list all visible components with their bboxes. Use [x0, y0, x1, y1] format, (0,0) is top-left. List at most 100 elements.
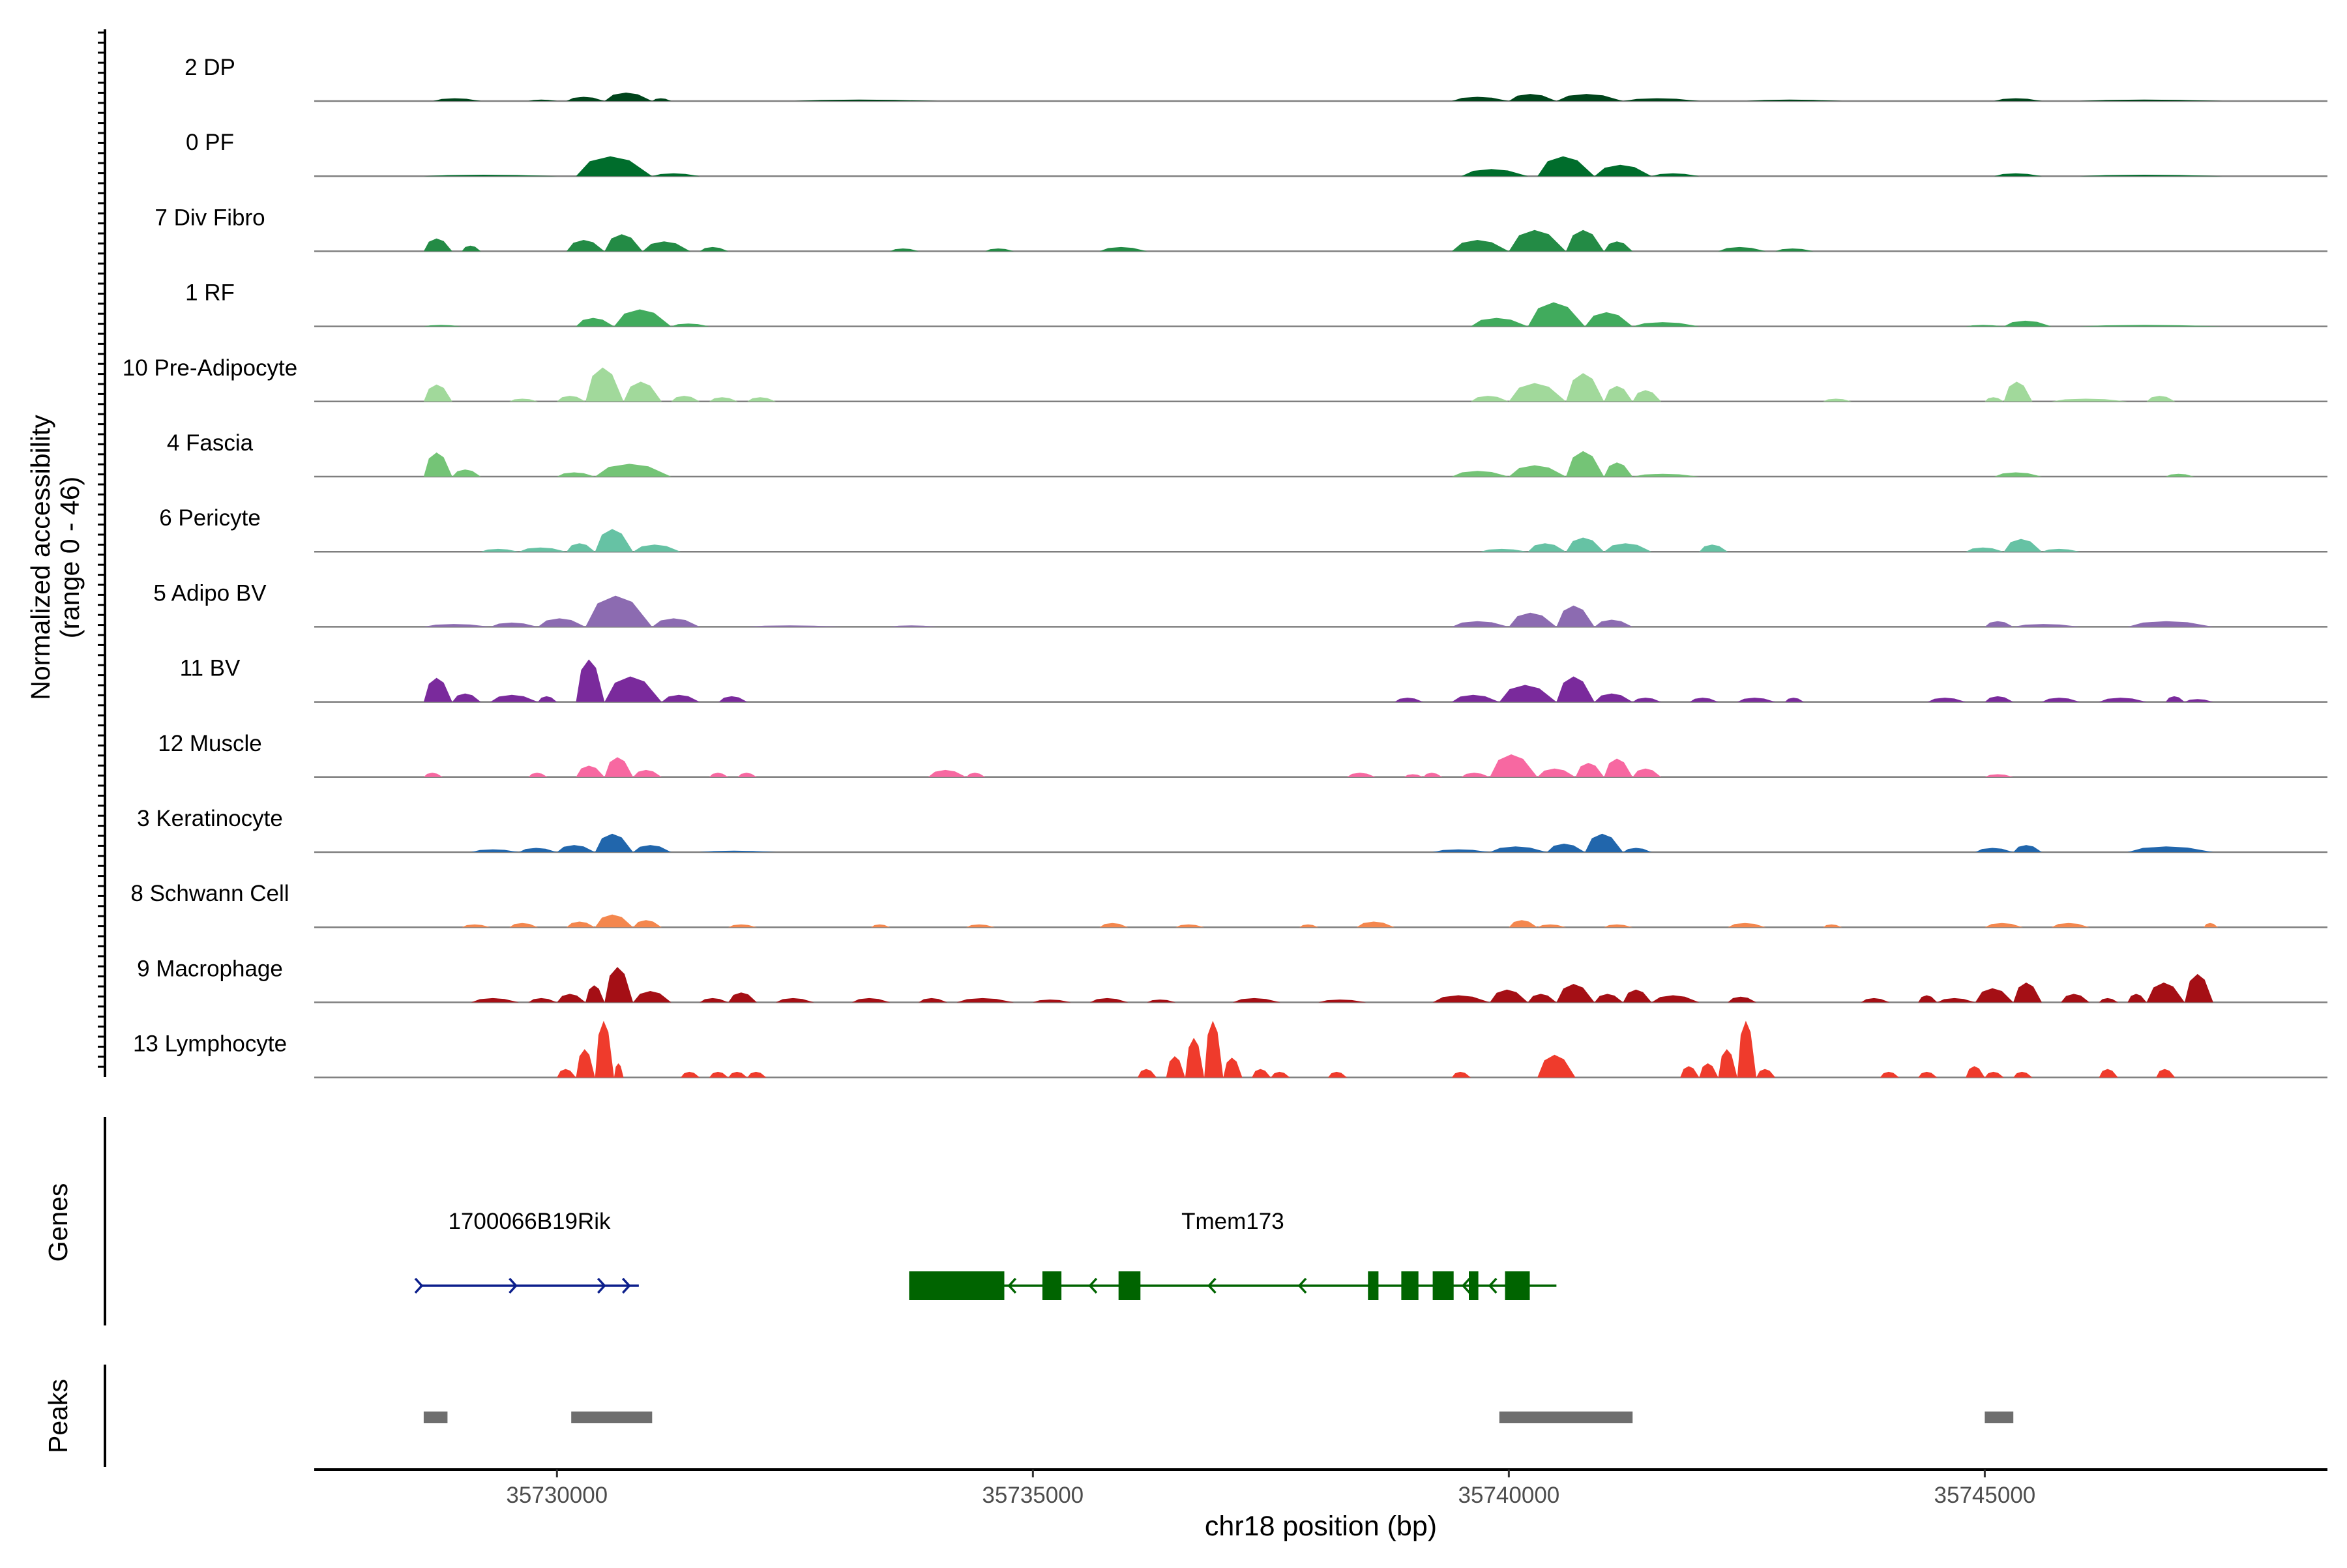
coverage-peak [1509, 920, 1538, 928]
coverage-peak [595, 833, 634, 852]
coverage-peak [2127, 621, 2213, 627]
coverage-peak [1784, 698, 1804, 702]
track-label: 8 Schwann Cell [130, 881, 289, 906]
coverage-peak [471, 849, 519, 852]
coverage-peak [1994, 98, 2042, 101]
strand-arrow-left-icon [1207, 1277, 1217, 1294]
coverage-peak [2099, 998, 2118, 1003]
coverage-peak [576, 1049, 595, 1078]
coverage-peak [1537, 768, 1576, 777]
track-8-schwann-cell: 8 Schwann Cell [130, 881, 2327, 928]
track-label: 12 Muscle [158, 731, 262, 756]
coverage-peak [557, 1069, 576, 1078]
coverage-peak [709, 1071, 729, 1078]
coverage-peak [490, 622, 539, 627]
coverage-peak [1490, 989, 1528, 1003]
coverage-peak [433, 98, 481, 101]
coverage-peak [1432, 849, 1490, 852]
coverage-peak [2003, 539, 2042, 552]
exon-block [1118, 1271, 1141, 1300]
coverage-peak [1528, 994, 1557, 1003]
coverage-peak [671, 396, 700, 402]
coverage-peak [1623, 848, 1652, 852]
coverage-peak [2165, 473, 2194, 477]
peak-region [1499, 1412, 1633, 1423]
gene-tmem173: Tmem173 [909, 1209, 1557, 1300]
coverage-peak [1918, 1071, 1938, 1078]
coverage-peak [652, 98, 672, 101]
peak-region [571, 1412, 653, 1423]
coverage-peak [595, 914, 634, 928]
coverage-peak [1880, 1071, 1899, 1078]
coverage-peak [1918, 995, 1938, 1003]
coverage-peak [1632, 698, 1661, 702]
coverage-peak [747, 1071, 767, 1078]
coverage-peak [2099, 698, 2147, 702]
track-3-keratinocyte: 3 Keratinocyte [137, 806, 2327, 853]
coverage-peak [1556, 94, 1623, 101]
x-tick-label: 35740000 [1458, 1483, 1560, 1508]
coverage-peak [423, 384, 452, 402]
coverage-peak [1632, 768, 1661, 777]
track-label: 9 Macrophage [137, 956, 283, 981]
track-11-bv: 11 BV [180, 656, 2327, 703]
track-7-div-fibro: 7 Div Fibro [155, 205, 2327, 252]
coverage-peak [1033, 999, 1071, 1003]
coverage-peak [728, 924, 757, 928]
coverage-peak [1594, 164, 1652, 177]
coverage-peak [576, 318, 614, 327]
coverage-peak [1509, 612, 1557, 627]
coverage-peak [1566, 537, 1604, 552]
coverage-peak [1099, 246, 1147, 252]
coverage-peak [2003, 320, 2052, 327]
coverage-peak [1756, 1069, 1776, 1078]
coverage-peak [1480, 548, 1528, 552]
coverage-peak [2099, 1069, 2118, 1078]
coverage-peak [1423, 773, 1443, 777]
coverage-peak [871, 924, 891, 928]
coverage-peak [1747, 99, 1842, 101]
coverage-peak [1166, 1056, 1185, 1078]
track-label: 7 Div Fibro [155, 205, 265, 230]
coverage-peak [566, 96, 605, 101]
exon-block [1432, 1271, 1454, 1300]
coverage-peak [1927, 698, 1966, 702]
x-axis-ticks: 35730000 35735000 35740000 35745000 [506, 1470, 2035, 1508]
coverage-peak [709, 397, 738, 402]
coverage-peak [776, 998, 814, 1003]
exon-block [1469, 1271, 1479, 1300]
coverage-peak [966, 773, 986, 777]
exon-block [1368, 1271, 1379, 1300]
coverage-peak [2146, 396, 2176, 402]
coverage-peak [1604, 543, 1652, 552]
coverage-peak [1994, 173, 2042, 177]
coverage-peak [595, 529, 634, 552]
coverage-peak [557, 396, 586, 402]
coverage-peak [2061, 994, 2089, 1003]
strand-arrow-left-icon [1297, 1277, 1307, 1294]
track-6-pericyte: 6 Pericyte [159, 505, 2327, 553]
coverage-peak [1395, 698, 1423, 702]
coverage-peak [1699, 1063, 1719, 1078]
coverage-peak [1985, 774, 2014, 777]
track-label: 5 Adipo BV [153, 580, 267, 606]
track-10-pre-adipocyte: 10 Pre-Adipocyte [123, 355, 2327, 403]
coverage-peak [1185, 1037, 1205, 1078]
coverage-peak [566, 240, 605, 252]
coverage-peak [1937, 998, 1975, 1003]
coverage-peak [2080, 175, 2223, 177]
coverage-peak [1975, 848, 2014, 852]
coverage-peak [633, 769, 662, 777]
coverage-peak [462, 245, 481, 252]
track-2-dp: 2 DP [185, 55, 2327, 102]
coverage-peak [1451, 621, 1509, 627]
coverage-peak [1699, 544, 1728, 552]
coverage-peak [423, 677, 452, 702]
coverage-peak [1099, 923, 1129, 928]
coverage-peak [1585, 312, 1633, 327]
track-label: 1 RF [185, 280, 235, 306]
coverage-peak [557, 845, 595, 852]
coverage-peak [919, 998, 947, 1003]
coverage-peak [1594, 994, 1623, 1003]
